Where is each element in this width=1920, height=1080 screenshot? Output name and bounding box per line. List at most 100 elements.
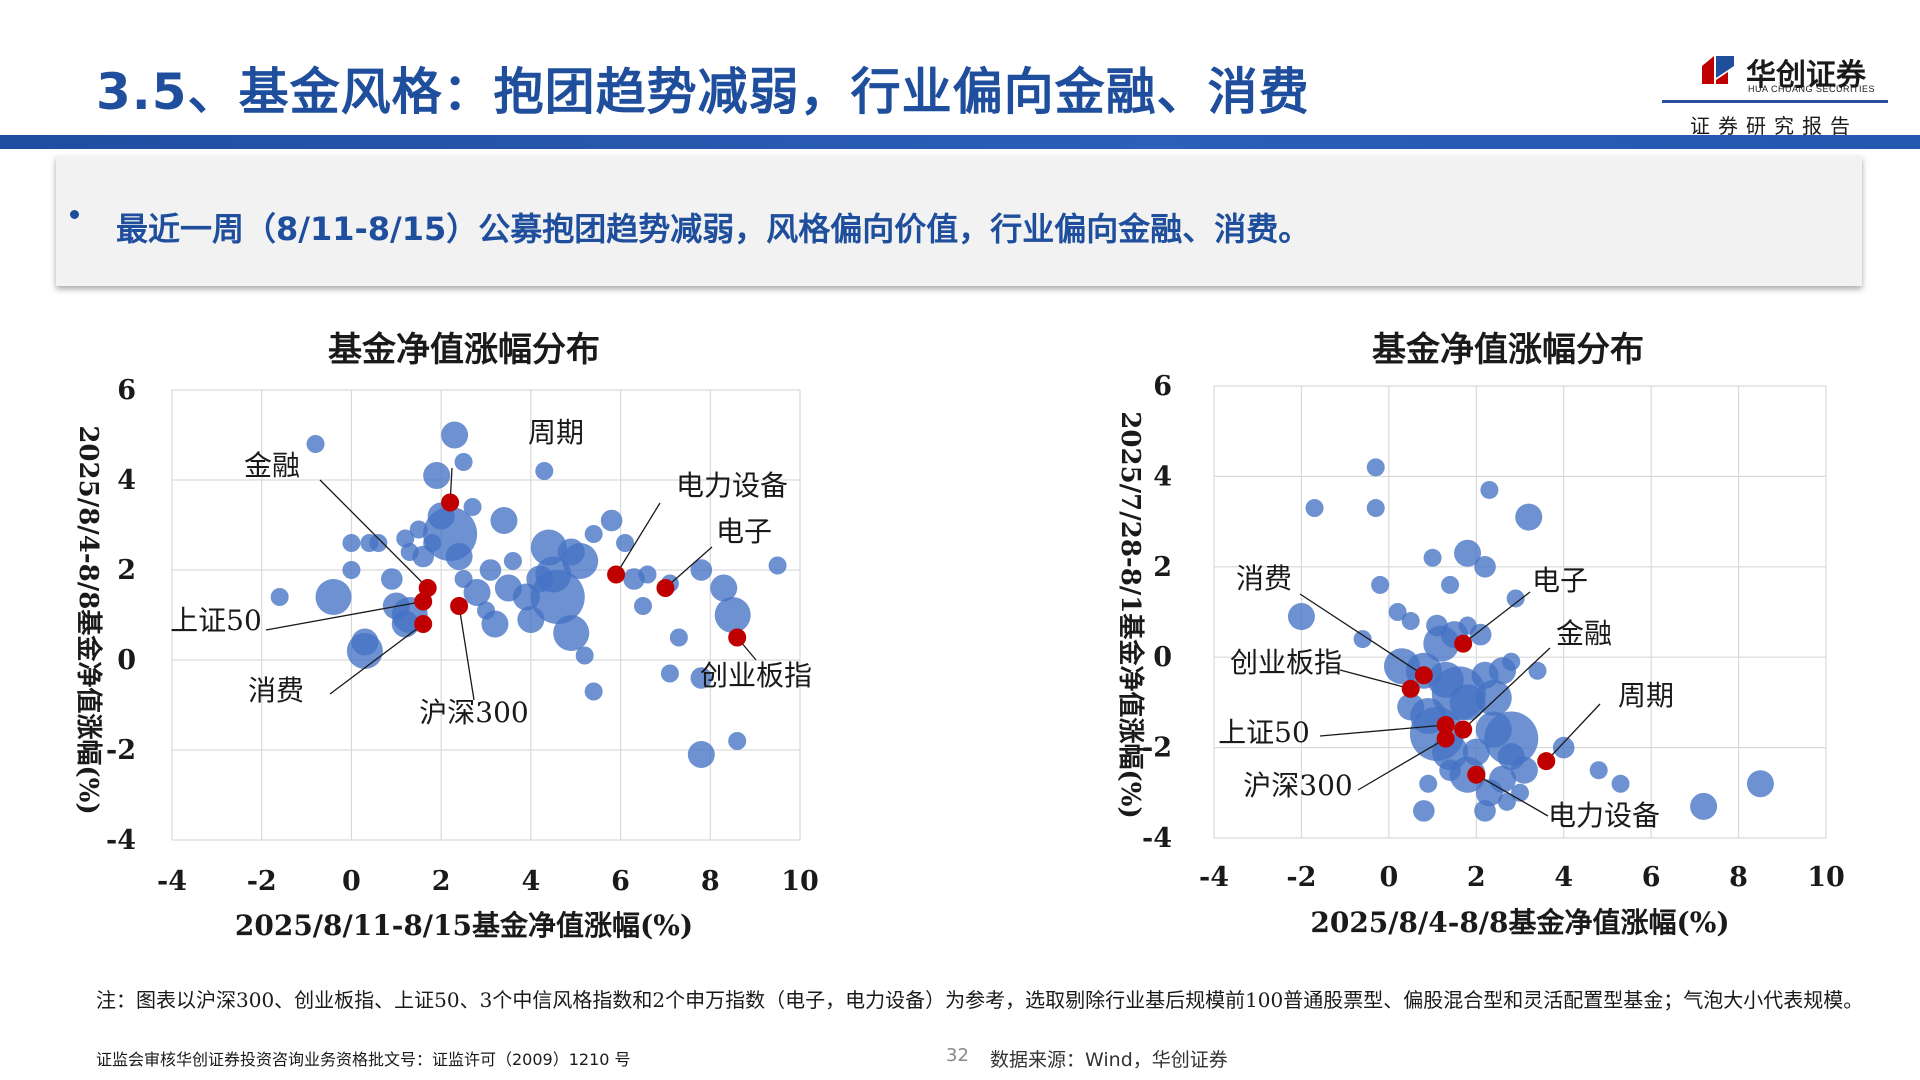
chart-2-fund-bubble — [1474, 800, 1496, 822]
chart-1-y-tick-label: -4 — [106, 825, 136, 856]
chart-2-fund-bubble — [1475, 679, 1512, 716]
chart-1-callout-line — [319, 479, 429, 589]
chart-1-y-tick-label: 6 — [117, 375, 136, 406]
chart-1-fund-bubble — [690, 667, 713, 689]
brand-subtitle: 证券研究报告 — [1690, 114, 1858, 138]
chart-1-fund-bubble — [342, 561, 361, 579]
chart-2-fund-bubble — [1611, 774, 1630, 793]
chart-1-fund-bubble — [575, 646, 594, 665]
chart-1-fund-bubble — [710, 574, 738, 602]
chart-2-index-label: 沪深300 — [1243, 769, 1352, 802]
chart-2-fund-bubble — [1419, 774, 1438, 793]
chart-2-y-axis-title: 2025/7/28-8/1基金净值涨幅(%) — [1115, 411, 1146, 818]
chart-1-fund-bubble — [479, 559, 502, 581]
chart-2-fund-bubble — [1305, 499, 1324, 518]
chart-1-x-tick-label: 4 — [521, 866, 540, 897]
chart-2-fund-bubble — [1552, 736, 1575, 759]
chart-1-fund-bubble — [517, 606, 545, 633]
chart-1-x-tick-label: 0 — [342, 866, 361, 897]
chart-2-index-point — [1414, 666, 1433, 685]
chart-1-fund-bubble — [445, 543, 473, 570]
chart-2-fund-bubble — [1366, 458, 1385, 477]
license-text: 证监会审核华创证券投资咨询业务资格批文号：证监许可（2009）1210 号 — [96, 1050, 631, 1069]
chart-2-fund-bubble — [1506, 589, 1525, 608]
chart-2-y-tick-label: 0 — [1153, 642, 1172, 673]
chart-1-index-label: 周期 — [528, 416, 584, 449]
chart-1-fund-bubble — [270, 588, 289, 606]
chart-1-callout-line — [265, 600, 424, 631]
chart-2-fund-bubble — [1441, 575, 1460, 594]
chart-1-index-label: 沪深300 — [419, 696, 528, 729]
chart-1-fund-bubble — [530, 570, 585, 624]
chart-1-x-tick-label: -2 — [247, 866, 277, 897]
chart-1-fund-bubble — [369, 534, 388, 552]
chart-1-fund-bubble — [381, 568, 403, 590]
chart-1-index-label: 金融 — [244, 449, 300, 482]
chart-2-fund-bubble — [1439, 759, 1461, 781]
chart-1-fund-bubble — [463, 498, 482, 516]
chart-2-y-tick-label: 2 — [1153, 552, 1172, 583]
chart-2-x-tick-label: -4 — [1199, 862, 1229, 893]
chart-2-callout-line — [1462, 591, 1531, 645]
chart-1-y-tick-label: -2 — [106, 735, 136, 766]
chart-2-fund-bubble — [1746, 770, 1774, 798]
chart-1-fund-bubble — [530, 529, 567, 566]
chart-2-fund-bubble — [1528, 661, 1547, 680]
chart-2-x-tick-label: 10 — [1807, 862, 1845, 893]
chart-1-fund-bubble — [768, 556, 787, 575]
chart-1-index-point — [418, 579, 437, 597]
summary-text: 最近一周（8/11-8/15）公募抱团趋势减弱，风格偏向价值，行业偏向金融、消费… — [116, 210, 1311, 248]
chart-2-y-tick-label: -4 — [1142, 823, 1172, 854]
chart-2-fund-bubble — [1510, 756, 1538, 784]
page-number: 32 — [946, 1045, 969, 1066]
chart-2-index-point — [1401, 679, 1420, 698]
chart-2-fund-bubble — [1413, 800, 1435, 822]
chart-1-index-label: 消费 — [248, 674, 304, 707]
chart-1-fund-bubble — [690, 559, 713, 581]
chart-2-x-tick-label: 4 — [1554, 862, 1573, 893]
chart-1-index-point — [728, 628, 747, 647]
chart-2-fund-bubble — [1366, 499, 1385, 518]
footnote: 注：图表以沪深300、创业板指、上证50、3个中信风格指数和2个申万指数（电子，… — [96, 988, 1864, 1012]
chart-2-index-label: 上证50 — [1218, 716, 1310, 749]
chart-1-fund-bubble — [634, 597, 652, 615]
chart-1-x-tick-label: -4 — [157, 866, 187, 897]
chart-2-fund-bubble — [1469, 623, 1492, 646]
chart-2-index-label: 电子 — [1532, 564, 1588, 597]
chart-1-fund-bubble — [660, 664, 679, 683]
chart-2-x-axis-title: 2025/8/4-8/8基金净值涨幅(%) — [1310, 906, 1729, 939]
chart-1-y-axis-title: 2025/8/4-8/8基金净值涨幅(%) — [73, 425, 104, 814]
chart-2-y-tick-label: -2 — [1142, 733, 1172, 764]
brand-name: 华创证券 — [1746, 58, 1866, 93]
chart-2-fund-bubble — [1690, 792, 1718, 820]
chart-1-fund-bubble — [306, 435, 325, 453]
chart-1-fund-bubble — [454, 453, 473, 471]
chart-2-fund-bubble — [1511, 783, 1529, 802]
chart-2-index-point — [1454, 634, 1473, 653]
chart-2-callout-line — [1299, 593, 1425, 676]
chart-1-y-tick-label: 4 — [117, 465, 136, 496]
chart-1-callout-line — [458, 605, 475, 701]
chart-1-fund-bubble — [441, 421, 469, 449]
chart-2-fund-bubble — [1388, 603, 1407, 621]
chart-1-fund-bubble — [600, 509, 623, 532]
bullet-icon — [70, 210, 79, 219]
header-bar — [0, 135, 1920, 149]
chart-2-callout-line — [1319, 724, 1446, 737]
chart-1-y-tick-label: 0 — [117, 645, 136, 676]
chart-1-fund-bubble — [616, 534, 635, 552]
chart-1-x-tick-label: 8 — [701, 866, 720, 897]
chart-2-fund-bubble — [1515, 503, 1543, 531]
chart-1-index-point — [656, 579, 675, 597]
chart-1-fund-bubble — [562, 543, 599, 579]
chart-2-y-tick-label: 6 — [1153, 371, 1172, 402]
chart-1-fund-bubble — [481, 610, 509, 638]
chart-2-fund-bubble — [1462, 738, 1490, 766]
chart-1-index-point — [607, 565, 626, 584]
chart-1-fund-bubble — [342, 534, 361, 552]
chart-1-fund-bubble — [315, 579, 352, 615]
chart-1-title: 基金净值涨幅分布 — [328, 330, 600, 370]
chart-2-y-tick-label: 4 — [1153, 461, 1172, 492]
chart-1-index-point — [441, 493, 460, 512]
chart-2-fund-bubble — [1589, 761, 1608, 780]
